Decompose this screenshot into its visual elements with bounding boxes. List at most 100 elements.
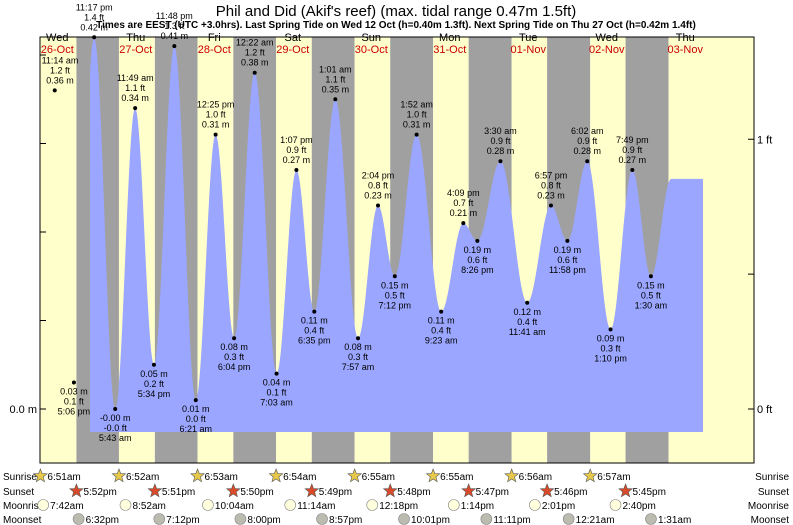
- tide-point: [274, 371, 279, 376]
- sunset-event: 5:48pm: [382, 483, 431, 498]
- low-tide-marker: 0.11 m0.4 ft9:23 am: [425, 309, 457, 346]
- tide-height-m-label: 0.31 m: [202, 120, 230, 130]
- low-tide-marker: 0.08 m0.3 ft6:04 pm: [218, 336, 251, 372]
- tide-markers: 11:14 am1.2 ft0.36 m0.03 m0.1 ft5:06 pm1…: [42, 2, 668, 443]
- moonset-time-label: 8:57pm: [329, 515, 362, 525]
- tide-height-ft-label: 0.3 ft: [224, 352, 245, 362]
- high-tide-marker: 7:49 pm0.9 ft0.27 m: [616, 135, 649, 173]
- tide-height-ft-label: 1.1 ft: [125, 83, 146, 93]
- tide-height-m-label: 0.11 m: [428, 316, 455, 326]
- tide-height-m-label: 0.03 m: [60, 386, 88, 396]
- chart-subtitle: Times are EEST (UTC +3.0hrs). Last Sprin…: [96, 20, 696, 31]
- high-tide-marker: 11:17 pm1.4 ft0.42 m: [76, 2, 113, 40]
- moonrise-time-label: 2:01pm: [542, 501, 575, 512]
- tide-point: [414, 132, 419, 137]
- tide-height-ft-label: 0.9 ft: [577, 136, 598, 146]
- sunrise-time-label: 6:51am: [47, 472, 80, 483]
- tide-time-label: 7:12 pm: [379, 300, 412, 310]
- sunrise-time-label: 6:53am: [205, 472, 238, 483]
- moonrise-icon: [37, 499, 49, 511]
- moonset-event: 11:11pm: [480, 513, 531, 525]
- moonset-time-label: 11:11pm: [493, 515, 530, 525]
- moonrise-icon: [529, 499, 541, 511]
- sunset-time-label: 5:52pm: [83, 487, 116, 498]
- moonset-icon: [480, 513, 493, 525]
- tide-height-ft-label: 0.3 ft: [601, 343, 622, 353]
- low-tide-marker: 0.01 m0.0 ft6:21 am: [180, 398, 212, 434]
- tide-point: [461, 221, 466, 226]
- moonrise-time-label: 11:14am: [297, 501, 335, 512]
- tide-point: [498, 159, 503, 164]
- tide-time-label: 6:04 pm: [218, 362, 251, 372]
- sunrise-event: 6:56am: [504, 468, 552, 483]
- day-date-label: 27-Oct: [119, 44, 152, 56]
- sunrise-event: 6:54am: [268, 468, 316, 483]
- moonset-icon: [398, 513, 410, 525]
- tide-height-ft-label: 1.0 ft: [407, 110, 428, 120]
- sunrise-event: 6:55am: [425, 468, 473, 483]
- moonrise-time-label: 8:52am: [133, 501, 166, 512]
- tide-height-ft-label: -0.0 ft: [104, 423, 128, 433]
- day-name-label: Fri: [208, 32, 221, 44]
- day-date-label: 01-Nov: [511, 44, 547, 56]
- moonset-event: 8:00pm: [234, 513, 281, 525]
- tide-height-ft-label: 0.5 ft: [385, 290, 406, 300]
- tide-point: [71, 380, 76, 385]
- day-date-label: 28-Oct: [198, 44, 231, 56]
- moonset-time-label: 8:00pm: [247, 515, 280, 525]
- day-headers: Wed26-OctThu27-OctFri28-OctSat29-OctSun3…: [41, 32, 704, 56]
- tide-time-label: 6:57 pm: [535, 170, 568, 180]
- sunrise-row-label-left: Sunrise: [3, 472, 37, 483]
- sunset-star-icon: [225, 483, 241, 498]
- sunset-time-label: 5:45pm: [633, 487, 666, 498]
- tide-point: [608, 327, 613, 332]
- tide-height-ft-label: 0.2 ft: [144, 379, 165, 389]
- sunset-star-icon: [68, 483, 84, 498]
- tide-time-label: 11:48 pm: [156, 11, 193, 21]
- moonset-icon: [645, 513, 657, 525]
- tide-time-label: 11:17 pm: [76, 2, 113, 12]
- day-band: [40, 37, 77, 463]
- tide-height-m-label: 0.21 m: [450, 208, 478, 218]
- tide-point: [356, 336, 361, 341]
- moonrise-event: 2:40pm: [609, 499, 656, 512]
- sunrise-time-label: 6:55am: [362, 472, 395, 483]
- sunrise-event: 6:52am: [111, 468, 159, 483]
- sunset-event: 5:47pm: [461, 483, 509, 498]
- sunset-event: 5:50pm: [225, 483, 274, 498]
- moonset-row-label-left: Moonset: [3, 515, 42, 525]
- sunset-event: 5:52pm: [68, 483, 117, 498]
- tide-point: [294, 168, 299, 173]
- tide-time-label: 12:22 am: [236, 38, 274, 48]
- tide-height-m-label: 0.23 m: [364, 190, 392, 200]
- sunrise-time-label: 6:55am: [440, 472, 473, 483]
- moonrise-icon: [202, 499, 214, 511]
- tide-height-ft-label: 0.4 ft: [304, 326, 325, 336]
- tide-height-m-label: 0.28 m: [573, 146, 601, 156]
- sunset-time-label: 5:51pm: [162, 487, 195, 498]
- tide-height-m-label: 0.19 m: [464, 245, 492, 255]
- tide-time-label: 1:01 am: [319, 64, 352, 74]
- tide-height-ft-label: 0.4 ft: [431, 326, 452, 336]
- moonrise-time-label: 2:40pm: [622, 501, 655, 512]
- tide-height-ft-label: 0.6 ft: [467, 255, 488, 265]
- moonset-time-label: 12:21am: [576, 515, 615, 525]
- sunrise-event: 6:51am: [32, 468, 81, 483]
- day-name-label: Thu: [676, 32, 695, 44]
- sunset-event: 5:45pm: [618, 483, 666, 498]
- tide-time-label: 7:49 pm: [616, 135, 649, 145]
- moonrise-icon: [447, 499, 460, 511]
- high-tide-marker: 1:07 pm0.9 ft0.27 m: [280, 135, 313, 173]
- day-date-label: 30-Oct: [355, 44, 388, 56]
- tide-height-m-label: 0.23 m: [537, 190, 565, 200]
- sunset-time-label: 5:49pm: [319, 487, 352, 498]
- high-tide-marker: 11:48 pm1.3 ft0.41 m: [156, 11, 193, 49]
- tide-height-m-label: 0.27 m: [619, 155, 647, 165]
- tide-point: [52, 88, 57, 93]
- tide-height-ft-label: 0.9 ft: [490, 136, 511, 146]
- tide-time-label: 11:14 am: [42, 55, 79, 65]
- plot-border: [39, 36, 755, 464]
- sunset-star-icon: [304, 483, 320, 498]
